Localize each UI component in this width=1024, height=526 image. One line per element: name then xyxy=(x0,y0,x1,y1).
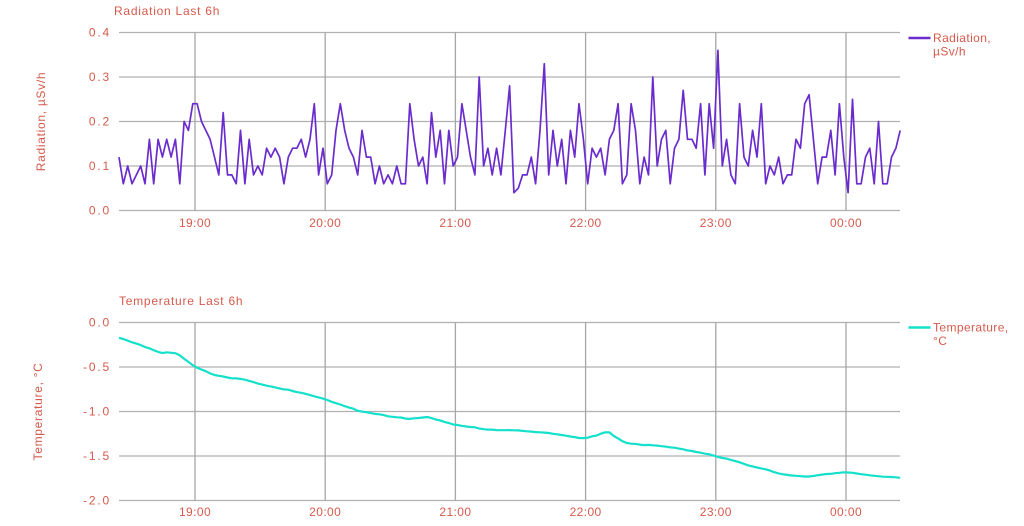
svg-text:Radiation,: Radiation, xyxy=(933,31,991,45)
svg-text:°C: °C xyxy=(933,334,947,348)
svg-text:Temperature Last 6h: Temperature Last 6h xyxy=(119,294,243,308)
svg-text:23:00: 23:00 xyxy=(700,216,732,230)
svg-text:21:00: 21:00 xyxy=(439,505,471,519)
svg-text:Radiation, µSv/h: Radiation, µSv/h xyxy=(34,72,48,172)
svg-text:-1.5: -1.5 xyxy=(83,449,111,463)
svg-text:µSv/h: µSv/h xyxy=(933,45,966,59)
svg-text:Temperature, °C: Temperature, °C xyxy=(31,363,45,461)
svg-text:20:00: 20:00 xyxy=(309,216,341,230)
svg-text:00:00: 00:00 xyxy=(830,216,862,230)
svg-text:0.4: 0.4 xyxy=(89,26,111,40)
svg-text:22:00: 22:00 xyxy=(570,216,602,230)
svg-text:19:00: 19:00 xyxy=(179,216,211,230)
svg-text:0.2: 0.2 xyxy=(89,115,111,129)
svg-text:22:00: 22:00 xyxy=(570,505,602,519)
svg-text:21:00: 21:00 xyxy=(439,216,471,230)
svg-text:Radiation Last 6h: Radiation Last 6h xyxy=(114,4,220,18)
svg-text:Temperature,: Temperature, xyxy=(933,321,1009,335)
svg-text:-2.0: -2.0 xyxy=(83,494,111,508)
svg-text:19:00: 19:00 xyxy=(179,505,211,519)
svg-text:-0.5: -0.5 xyxy=(83,360,111,374)
svg-text:00:00: 00:00 xyxy=(830,505,862,519)
svg-text:23:00: 23:00 xyxy=(700,505,732,519)
svg-text:20:00: 20:00 xyxy=(309,505,341,519)
svg-text:0.3: 0.3 xyxy=(89,70,111,84)
svg-text:-1.0: -1.0 xyxy=(83,405,111,419)
svg-text:0.0: 0.0 xyxy=(89,204,111,218)
svg-text:0.0: 0.0 xyxy=(89,316,111,330)
svg-text:0.1: 0.1 xyxy=(89,159,111,173)
